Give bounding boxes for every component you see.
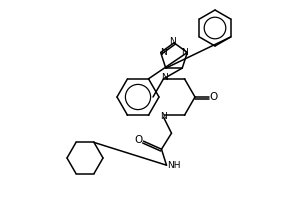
Text: N: N	[161, 73, 168, 82]
Text: N: N	[160, 48, 167, 57]
Text: NH: NH	[167, 161, 180, 170]
Text: N: N	[160, 112, 167, 121]
Text: N: N	[181, 48, 188, 57]
Text: O: O	[210, 92, 218, 102]
Text: O: O	[134, 135, 142, 145]
Text: N: N	[169, 37, 176, 46]
